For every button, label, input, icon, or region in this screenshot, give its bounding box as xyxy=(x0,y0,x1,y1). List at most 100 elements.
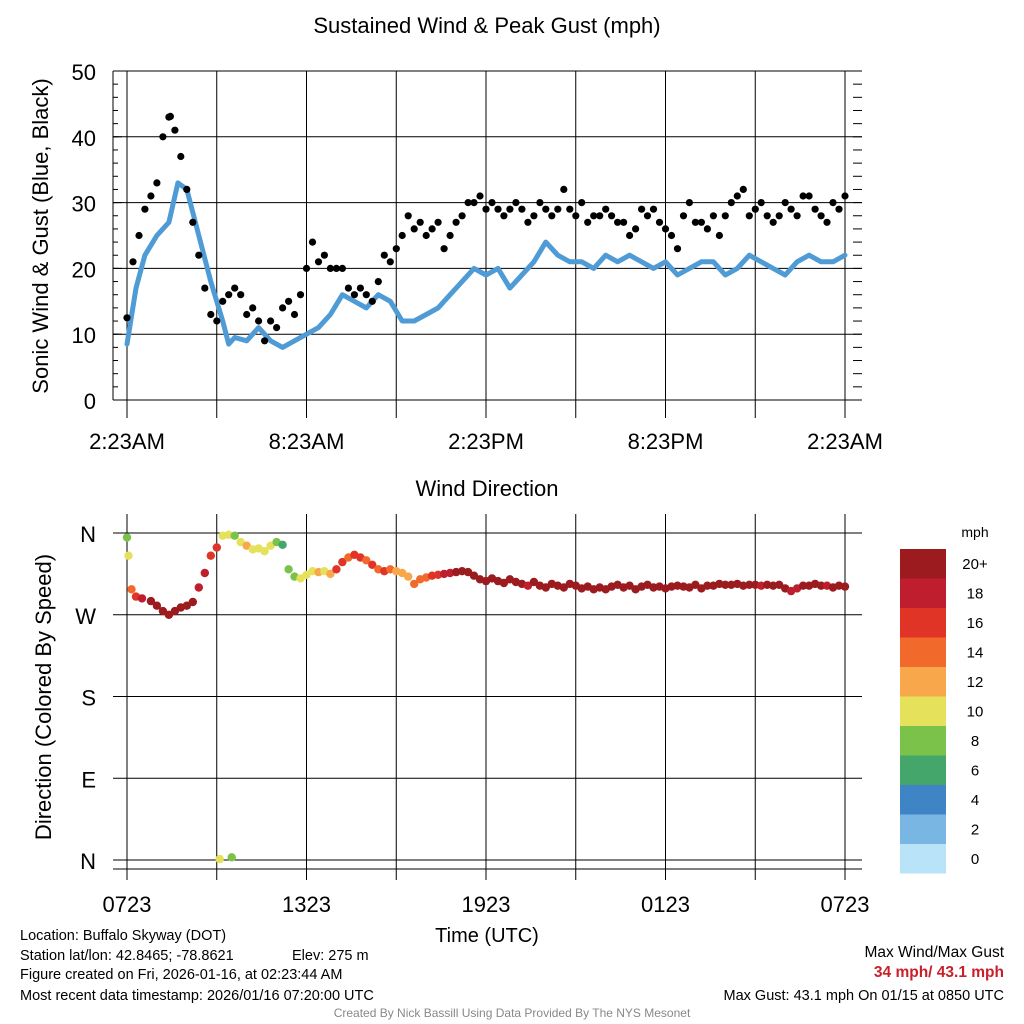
gust-point xyxy=(685,199,694,207)
bottom-y-axis-label: Direction (Colored By Speed) xyxy=(31,554,56,840)
gust-point xyxy=(434,218,442,226)
gust-point xyxy=(590,212,598,220)
max-values: 34 mph/ 43.1 mph xyxy=(873,964,1004,981)
gust-point xyxy=(769,218,777,226)
gust-point xyxy=(823,218,831,226)
wind-gust-chart: Sustained Wind & Peak Gust (mph) 0 10 20 30 4… xyxy=(28,13,883,454)
gust-point xyxy=(751,205,759,213)
colorbar-swatch xyxy=(900,814,946,844)
gust-point xyxy=(841,192,849,200)
location-text: Location: Buffalo Skyway (DOT) xyxy=(20,928,227,944)
gust-point xyxy=(632,225,640,233)
gust-point xyxy=(129,258,137,266)
direction-point xyxy=(338,557,347,567)
gust-point xyxy=(518,205,526,213)
direction-point xyxy=(816,581,826,590)
gust-point xyxy=(320,251,328,259)
gust-point xyxy=(380,251,388,259)
bottom-y-tick-label: E xyxy=(81,767,96,792)
max-gust-text: Max Gust: 43.1 mph On 01/15 at 0850 UTC xyxy=(723,988,1004,1004)
top-x-tick-label: 2:23AM xyxy=(807,429,883,454)
direction-point xyxy=(212,543,221,552)
bottom-y-tick-label: N xyxy=(80,849,96,874)
gust-point xyxy=(195,251,203,259)
gust-point xyxy=(285,297,293,305)
top-x-tick-label: 8:23PM xyxy=(628,429,704,454)
gust-point xyxy=(219,297,227,305)
recent-data-text: Most recent data timestamp: 2026/01/16 0… xyxy=(20,988,374,1004)
direction-point xyxy=(230,531,239,540)
direction-point xyxy=(721,580,730,589)
wind-direction-chart: Wind Direction N E S W N 0723 1323 1923 0123 0723 T… xyxy=(31,476,869,947)
gust-point xyxy=(141,205,149,213)
gust-point xyxy=(679,212,688,220)
direction-point xyxy=(499,578,509,588)
gust-point xyxy=(817,212,825,220)
gust-point xyxy=(279,304,287,312)
gust-point xyxy=(757,199,765,207)
gust-point xyxy=(153,179,161,187)
colorbar-swatch xyxy=(900,726,946,756)
gust-point xyxy=(763,212,771,220)
gust-point xyxy=(476,192,484,200)
gust-point xyxy=(350,291,358,299)
gust-point xyxy=(661,225,670,233)
direction-point xyxy=(529,577,539,587)
bottom-y-tick-label: S xyxy=(81,686,96,711)
gust-point xyxy=(602,205,610,213)
gust-point xyxy=(290,310,299,319)
direction-point xyxy=(523,581,533,590)
bottom-x-tick-label: 1323 xyxy=(282,892,331,917)
gust-point xyxy=(308,238,317,246)
gust-point xyxy=(620,218,628,226)
gust-point xyxy=(542,205,550,213)
gust-point xyxy=(356,284,364,292)
gust-point xyxy=(560,185,568,193)
gust-point xyxy=(506,205,514,213)
direction-point xyxy=(188,597,197,607)
gust-point xyxy=(793,212,801,220)
gust-point xyxy=(255,317,263,325)
direction-point xyxy=(410,579,419,589)
direction-point xyxy=(200,568,209,578)
bottom-x-tick-label: 0723 xyxy=(103,892,152,917)
gust-point xyxy=(703,225,712,233)
gust-point xyxy=(709,212,718,220)
elevation-text: Elev: 275 m xyxy=(292,948,369,964)
colorbar-label: 0 xyxy=(971,851,979,868)
gust-point xyxy=(829,199,837,207)
gust-point xyxy=(225,291,233,299)
colorbar-label: 12 xyxy=(967,674,984,691)
gust-point xyxy=(715,231,724,240)
gust-point xyxy=(799,192,807,200)
top-x-tick-label: 2:23PM xyxy=(448,429,524,454)
bottom-chart-title: Wind Direction xyxy=(415,476,558,501)
direction-point xyxy=(127,585,136,594)
gust-point xyxy=(787,205,795,213)
direction-point xyxy=(362,556,371,565)
colorbar-swatch xyxy=(900,844,946,874)
direction-point xyxy=(368,560,377,569)
direction-point xyxy=(182,601,191,610)
gust-point xyxy=(781,199,789,207)
gust-point xyxy=(512,199,520,207)
gust-point xyxy=(655,218,664,226)
gust-point xyxy=(398,231,406,240)
gust-point xyxy=(159,133,167,141)
colorbar-label: 16 xyxy=(967,615,984,632)
direction-point xyxy=(206,551,215,560)
gust-point xyxy=(745,212,753,220)
direction-point xyxy=(745,580,754,589)
direction-point xyxy=(194,583,203,592)
direction-point xyxy=(326,569,335,579)
top-y-tick-label: 10 xyxy=(72,323,96,348)
bottom-y-tick-label: W xyxy=(75,604,96,629)
gust-point xyxy=(733,192,741,200)
credit-text: Created By Nick Bassill Using Data Provi… xyxy=(333,1006,691,1020)
gust-point xyxy=(273,324,281,332)
gust-point xyxy=(338,264,346,272)
gust-point xyxy=(638,205,646,213)
direction-point xyxy=(158,606,168,616)
gust-point xyxy=(524,218,532,226)
direction-point xyxy=(137,594,147,603)
